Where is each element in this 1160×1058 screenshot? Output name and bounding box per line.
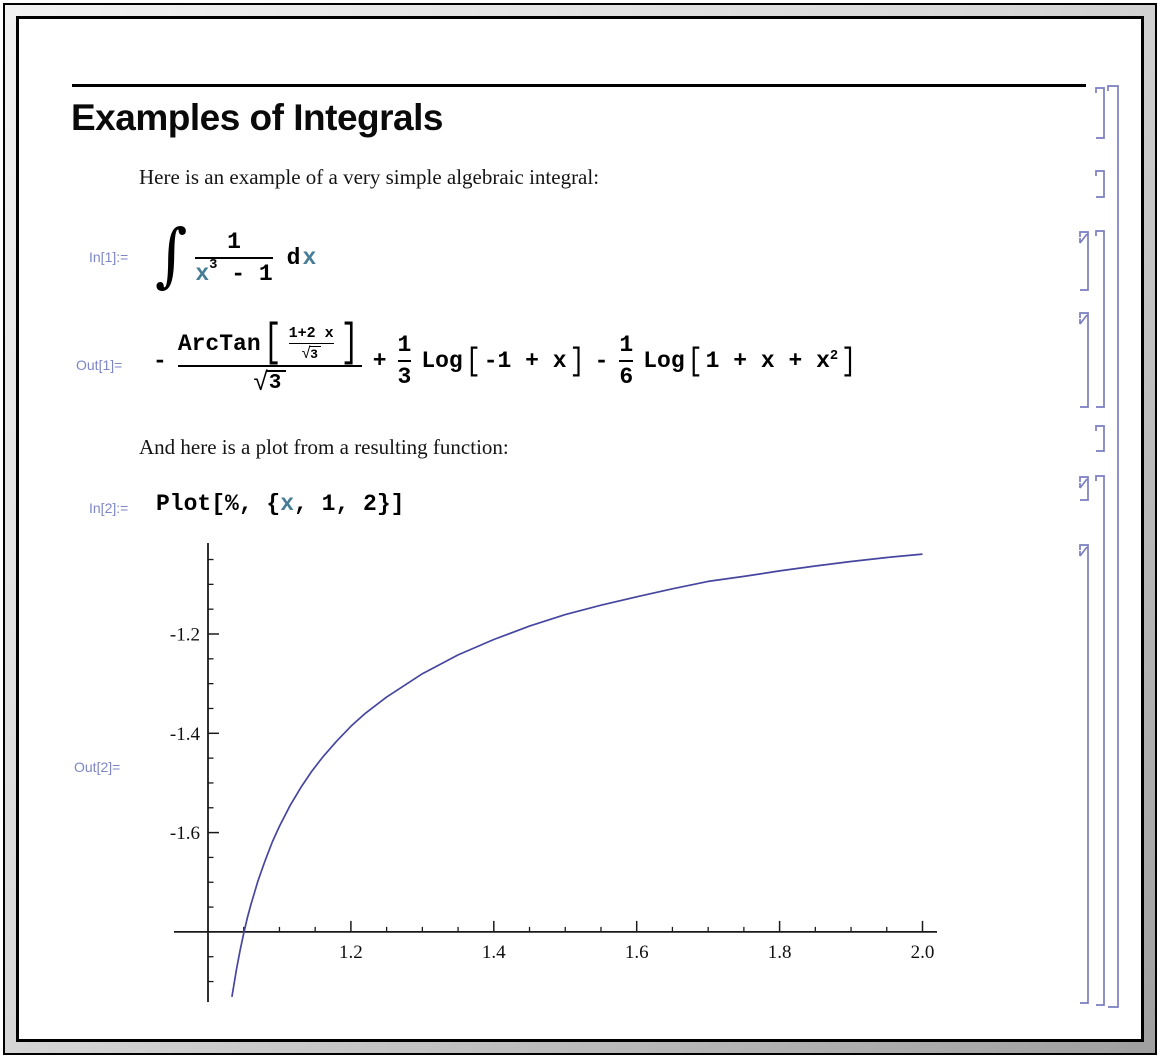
in1-den-tail: - 1 (217, 261, 273, 287)
denominator: 3 (397, 364, 412, 390)
arctan-numerator: ArcTan [ 1+2 x √ 3 ] (177, 321, 362, 368)
cell-brackets (1079, 85, 1119, 1008)
radicand: 3 (266, 370, 287, 395)
denominator: 6 (619, 364, 634, 390)
sqrt-3: √ 3 (301, 345, 321, 364)
log1-argument: -1 + x (483, 348, 567, 374)
section-title: Examples of Integrals (71, 97, 443, 138)
in1-label: In[1]:= (89, 249, 129, 265)
svg-text:1.8: 1.8 (768, 942, 792, 963)
cell-bracket-group2[interactable] (1095, 475, 1105, 1006)
cell-bracket-section-group[interactable] (1107, 85, 1119, 1008)
in1-den-variable: x (195, 261, 210, 287)
left-bracket: [ (465, 342, 481, 380)
svg-text:-1.2: -1.2 (170, 625, 200, 646)
one-third-fraction: 1 3 (397, 331, 412, 390)
fraction-bar (397, 360, 412, 362)
one-sixth-fraction: 1 6 (619, 331, 634, 390)
cell-bracket-out1[interactable] (1079, 312, 1089, 408)
inner-denominator: √ 3 (301, 345, 321, 364)
differential-d: d (286, 245, 301, 271)
out1-expression[interactable]: - ArcTan [ 1+2 x √ 3 ] √ 3 + 1 3 Log [ -1 … (146, 306, 859, 416)
cell-bracket-in2[interactable] (1079, 476, 1089, 501)
sqrt-3: √ 3 (253, 368, 287, 399)
fraction-bar (195, 257, 273, 259)
inner-fraction: 1+2 x √ 3 (288, 324, 334, 364)
out1-label: Out[1]= (76, 357, 123, 373)
svg-text:1.4: 1.4 (482, 942, 506, 963)
arctan-function: ArcTan (177, 330, 261, 357)
radical-icon: √ (253, 368, 269, 399)
in2-code[interactable]: Plot[%, {x, 1, 2}] (156, 491, 404, 517)
fraction-bar (177, 365, 362, 368)
svg-text:-1.4: -1.4 (170, 724, 201, 745)
svg-text:-1.6: -1.6 (170, 823, 200, 844)
radical-icon: √ (301, 345, 312, 364)
minus-sign: - (594, 348, 609, 374)
out2-label: Out[2]= (74, 759, 121, 775)
in1-den-exponent: 3 (209, 258, 218, 274)
svg-text:2.0: 2.0 (911, 942, 935, 963)
in1-numerator: 1 (227, 228, 241, 255)
plus-sign: + (372, 348, 387, 374)
arctan-denominator: √ 3 (253, 368, 287, 399)
section-rule (72, 84, 1086, 87)
svg-text:1.6: 1.6 (625, 942, 649, 963)
cell-bracket-out2[interactable] (1079, 544, 1089, 1004)
cell-bracket-text1[interactable] (1095, 170, 1105, 198)
log2-argument: 1 + x + x2 (706, 348, 839, 374)
inner-numerator: 1+2 x (288, 324, 334, 342)
log-function: Log (643, 348, 685, 374)
cell-bracket-text2[interactable] (1095, 425, 1105, 452)
in2-label: In[2]:= (89, 500, 129, 516)
in2-code-pre: Plot[%, { (156, 491, 281, 517)
fraction-bar (288, 343, 334, 345)
log2-exponent: 2 (829, 349, 839, 365)
numerator: 1 (397, 331, 412, 358)
cell-bracket-group1[interactable] (1095, 230, 1105, 408)
log-function: Log (421, 348, 463, 374)
left-bracket: [ (687, 342, 703, 380)
svg-text:1.2: 1.2 (339, 942, 363, 963)
minus-sign: - (153, 348, 167, 374)
right-bracket: ] (569, 342, 585, 380)
notebook-page (16, 16, 1144, 1042)
text-cell-2[interactable]: And here is a plot from a resulting func… (139, 435, 509, 459)
plot-svg[interactable]: 1.2 1.4 1.6 1.8 2.0 -1.2 -1.4 -1.6 (160, 537, 960, 1015)
cell-bracket-in1[interactable] (1079, 231, 1089, 291)
in2-code-variable: x (280, 491, 295, 517)
radicand: 3 (309, 346, 321, 362)
right-bracket: ] (841, 342, 857, 380)
fraction-bar (619, 360, 634, 362)
log2-argument-text: 1 + x + x (705, 348, 830, 374)
text-cell-1[interactable]: Here is an example of a very simple alge… (139, 165, 600, 189)
in2-code-post: , 1, 2}] (294, 491, 405, 517)
left-bracket: [ (263, 317, 282, 371)
integral-icon: ∫ (155, 213, 188, 295)
arctan-fraction: ArcTan [ 1+2 x √ 3 ] √ 3 (177, 321, 362, 399)
numerator: 1 (619, 331, 634, 358)
differential-variable: x (302, 245, 317, 271)
right-bracket: ] (340, 317, 359, 371)
cell-bracket-title[interactable] (1095, 87, 1105, 139)
